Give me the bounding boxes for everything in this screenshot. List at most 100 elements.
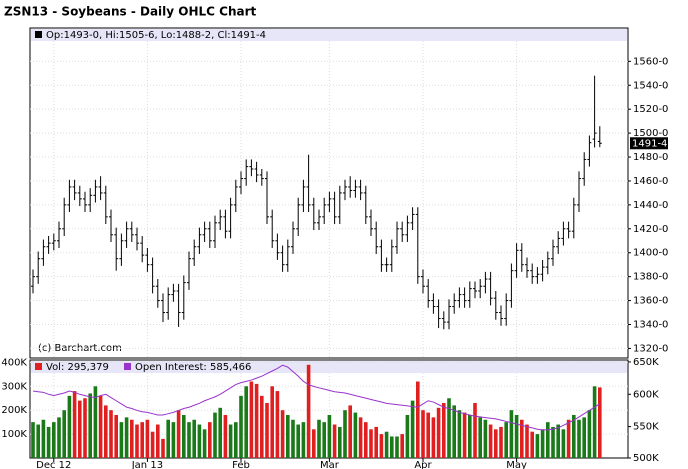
y-tick-label: 400K [1, 357, 27, 368]
y-tick-label: 200K [1, 405, 27, 416]
legend-swatch [35, 363, 42, 370]
volume-bar [488, 424, 493, 458]
volume-bar [566, 419, 571, 458]
volume-bar [140, 422, 144, 458]
volume-bar [546, 422, 550, 458]
volume-bar [395, 436, 399, 458]
y-tick-label: 1460-0 [633, 176, 668, 187]
volume-bar [249, 381, 254, 458]
volume-bar [338, 426, 342, 458]
volume-bar [504, 422, 508, 458]
volume-bar [312, 429, 316, 458]
volume-bar [509, 410, 514, 458]
volume-bar [358, 417, 363, 458]
volume-bar [332, 424, 337, 458]
y-tick-label: 1420-0 [633, 224, 668, 235]
volume-bar [343, 410, 347, 458]
y-tick-label: 1340-0 [633, 320, 668, 331]
volume-bar [348, 405, 352, 458]
y-tick-label: 1380-0 [633, 272, 668, 283]
y2-tick-label: 500K [633, 453, 659, 464]
volume-bar [400, 434, 404, 458]
volume-bar [234, 422, 238, 458]
volume-bar [473, 403, 477, 458]
x-tick-label: Mar [320, 460, 340, 469]
volume-bar [150, 431, 155, 458]
volume-bar [135, 424, 139, 458]
volume-bar [280, 410, 285, 458]
open-interest-line [32, 364, 601, 431]
volume-bar [592, 386, 597, 458]
volume-bar [265, 403, 269, 458]
volume-bar [270, 386, 274, 458]
volume-bar [52, 422, 56, 458]
y-tick-label: 1520-0 [633, 104, 668, 115]
y-tick-label: 1320-0 [633, 343, 668, 354]
volume-bar [67, 395, 72, 458]
volume-bar [540, 429, 545, 458]
volume-bar [452, 405, 456, 458]
volume-bar [36, 424, 40, 458]
volume-bar [327, 414, 332, 458]
volume-bar [390, 436, 394, 458]
legend-swatch [124, 363, 131, 370]
y-tick-label: 1400-0 [633, 248, 668, 259]
volume-bar [306, 364, 311, 458]
volume-bar [291, 419, 295, 458]
volume-bar [514, 414, 519, 458]
volume-bar [239, 395, 243, 458]
volume-bar [499, 426, 503, 458]
chart-title: ZSN13 - Soybeans - Daily OHLC Chart [4, 5, 257, 19]
volume-bar [457, 410, 462, 458]
volume-bar [431, 417, 436, 458]
volume-bar [93, 386, 98, 458]
y-tick-label: 100K [1, 429, 27, 440]
y-tick-label: 1480-0 [633, 152, 668, 163]
volume-bar [145, 419, 150, 458]
last-price-box [630, 137, 668, 150]
y2-tick-label: 650K [633, 357, 659, 368]
volume-bar [426, 412, 430, 458]
volume-bar [416, 381, 420, 458]
volume-bar [598, 387, 602, 458]
x-tick-label: Dec 12 [36, 460, 71, 469]
volume-bar [384, 431, 389, 458]
volume-bar [410, 400, 415, 458]
volume-bar [41, 419, 46, 458]
volume-bar [577, 419, 581, 458]
volume-bar [104, 405, 108, 458]
volume-bar [296, 424, 300, 458]
volume-bar [31, 422, 35, 458]
y-tick-label: 300K [1, 381, 27, 392]
x-tick-label: Feb [232, 460, 250, 469]
volume-bar [436, 407, 441, 458]
legend-swatch [35, 31, 42, 38]
volume-bar [582, 417, 586, 458]
volume-bar [275, 391, 280, 458]
x-tick-label: May [506, 460, 527, 469]
volume-bar [218, 407, 222, 458]
volume-bar [57, 417, 61, 458]
volume-bar [46, 426, 51, 458]
price-legend-band [31, 29, 627, 41]
volume-bar [530, 431, 534, 458]
volume-legend-band [31, 361, 627, 373]
y-tick-label: 1540-0 [633, 80, 668, 91]
volume-bar [551, 426, 555, 458]
volume-bar [468, 414, 472, 458]
volume-bar [228, 424, 233, 458]
volume-bar [202, 429, 207, 458]
volume-bar [109, 410, 113, 458]
volume-bar [192, 419, 196, 458]
watermark: (c) Barchart.com [38, 343, 122, 354]
volume-bar [161, 438, 165, 458]
last-price-label: 1491-4 [632, 138, 667, 149]
volume-bar [462, 412, 467, 458]
x-tick-label: Jan 13 [131, 460, 163, 469]
y-tick-label: 1360-0 [633, 296, 668, 307]
y2-tick-label: 550K [633, 422, 659, 433]
volume-bar [254, 383, 259, 458]
volume-bar [301, 422, 306, 458]
volume-bar [572, 414, 576, 458]
